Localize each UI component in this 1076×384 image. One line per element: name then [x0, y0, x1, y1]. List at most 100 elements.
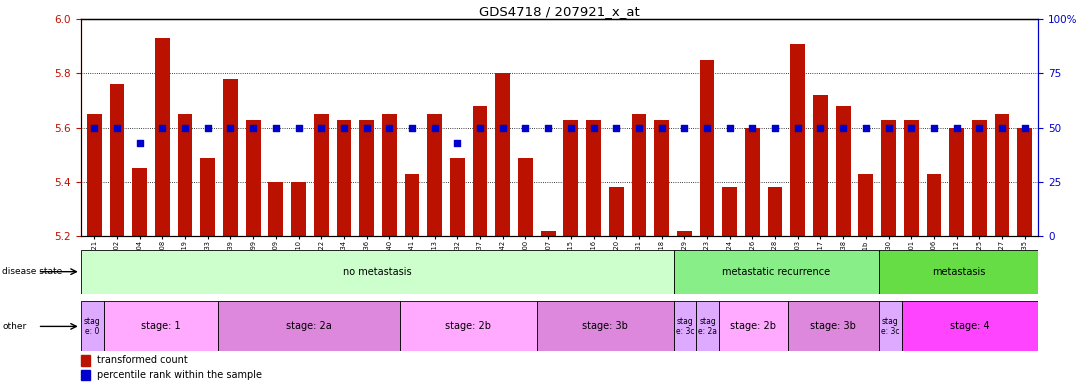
Text: metastasis: metastasis	[932, 266, 986, 277]
Bar	[81, 370, 90, 380]
Point	[381, 125, 398, 131]
Bar	[904, 119, 919, 236]
Point	[563, 125, 580, 131]
Bar	[519, 157, 533, 236]
Text: stage: 2b: stage: 2b	[731, 321, 776, 331]
Bar	[745, 128, 760, 236]
Bar	[836, 106, 850, 236]
Point	[858, 125, 875, 131]
Bar	[178, 114, 193, 236]
Bar	[81, 355, 90, 366]
Point	[835, 125, 852, 131]
Bar	[110, 84, 125, 236]
Point	[880, 125, 897, 131]
Bar	[564, 119, 578, 236]
Text: percentile rank within the sample: percentile rank within the sample	[97, 370, 261, 380]
Bar	[223, 79, 238, 236]
Bar	[132, 168, 147, 236]
Bar	[586, 119, 600, 236]
Bar	[674, 250, 879, 294]
Text: other: other	[2, 322, 27, 331]
Bar	[696, 301, 719, 351]
Bar	[859, 174, 874, 236]
Bar	[314, 114, 328, 236]
Bar	[359, 119, 374, 236]
Bar	[632, 114, 647, 236]
Point	[267, 125, 284, 131]
Text: stag
e: 2a: stag e: 2a	[698, 317, 718, 336]
Point	[222, 125, 239, 131]
Point	[789, 125, 806, 131]
Bar	[722, 187, 737, 236]
Point	[585, 125, 603, 131]
Text: metastatic recurrence: metastatic recurrence	[722, 266, 831, 277]
Bar	[427, 114, 442, 236]
Point	[653, 125, 670, 131]
Point	[993, 125, 1010, 131]
Bar	[217, 301, 400, 351]
Bar	[245, 119, 260, 236]
Bar	[269, 182, 283, 236]
Point	[154, 125, 171, 131]
Text: stag
e: 0: stag e: 0	[84, 317, 100, 336]
Bar	[949, 128, 964, 236]
Bar	[292, 182, 306, 236]
Point	[176, 125, 194, 131]
Point	[426, 125, 443, 131]
Point	[1016, 125, 1033, 131]
Bar	[495, 73, 510, 236]
Point	[676, 125, 693, 131]
Text: no metastasis: no metastasis	[343, 266, 411, 277]
Bar	[609, 187, 624, 236]
Text: transformed count: transformed count	[97, 356, 187, 366]
Point	[336, 125, 353, 131]
Bar	[472, 106, 487, 236]
Point	[812, 125, 830, 131]
Text: stage: 1: stage: 1	[141, 321, 181, 331]
Bar	[674, 301, 696, 351]
Bar	[450, 157, 465, 236]
Bar	[1017, 128, 1032, 236]
Bar	[881, 119, 896, 236]
Bar	[926, 174, 942, 236]
Bar	[200, 157, 215, 236]
Point	[721, 125, 738, 131]
Bar	[541, 231, 555, 236]
Title: GDS4718 / 207921_x_at: GDS4718 / 207921_x_at	[479, 5, 640, 18]
Bar	[972, 119, 987, 236]
Point	[358, 125, 376, 131]
Bar	[654, 119, 669, 236]
Bar	[677, 231, 692, 236]
Bar	[994, 114, 1009, 236]
Bar	[879, 250, 1038, 294]
Bar	[719, 301, 788, 351]
Bar	[791, 44, 805, 236]
Point	[631, 125, 648, 131]
Point	[289, 125, 307, 131]
Point	[948, 125, 965, 131]
Point	[516, 125, 534, 131]
Bar	[699, 60, 714, 236]
Point	[449, 140, 466, 146]
Text: stag
e: 3c: stag e: 3c	[881, 317, 900, 336]
Point	[244, 125, 261, 131]
Bar	[81, 250, 674, 294]
Text: stage: 2b: stage: 2b	[445, 321, 492, 331]
Text: stage: 3b: stage: 3b	[810, 321, 856, 331]
Bar	[768, 187, 782, 236]
Point	[404, 125, 421, 131]
Bar	[81, 301, 103, 351]
Point	[744, 125, 761, 131]
Point	[494, 125, 511, 131]
Bar	[400, 301, 537, 351]
Point	[313, 125, 330, 131]
Point	[131, 140, 148, 146]
Point	[766, 125, 783, 131]
Point	[86, 125, 103, 131]
Point	[971, 125, 988, 131]
Bar	[537, 301, 674, 351]
Point	[199, 125, 216, 131]
Point	[539, 125, 556, 131]
Text: stage: 2a: stage: 2a	[286, 321, 331, 331]
Text: disease state: disease state	[2, 267, 62, 276]
